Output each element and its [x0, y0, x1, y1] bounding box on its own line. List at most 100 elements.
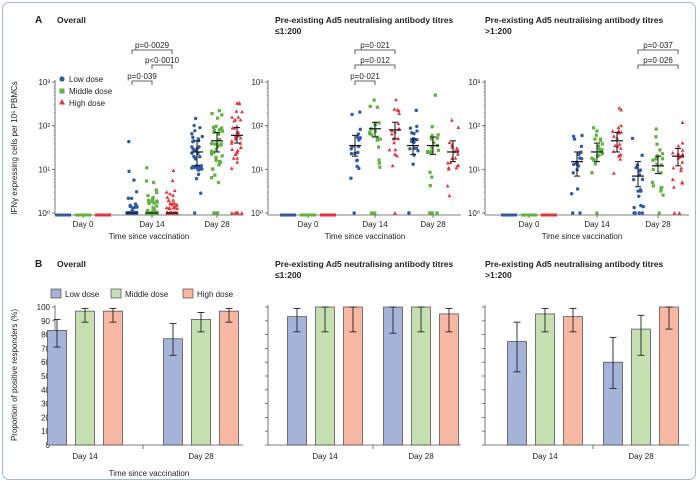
panel-a-le200-point-middle — [430, 175, 434, 179]
panel-a-gt200-point-low — [631, 177, 636, 182]
panel-a-overall-point-high — [240, 109, 244, 114]
panel-a-gt200-point-middle — [593, 162, 598, 166]
panel-a-le200-point-low — [358, 110, 362, 114]
panel-a-le200-point-high — [445, 183, 450, 188]
panel-a-le200-x-label: Time since vaccination — [325, 232, 406, 241]
legend-low-dose-marker — [59, 76, 65, 82]
panel-a-le200-ytick-label: 10⁰ — [251, 209, 263, 218]
panel-a-overall-point-high — [229, 139, 234, 143]
panel-a-gt200-point-low — [572, 162, 576, 167]
panel-a-le200-point-low — [407, 211, 411, 215]
panel-a-gt200-point-high — [680, 120, 685, 124]
panel-a-le200-point-middle — [429, 149, 434, 153]
panel-a-le200-point-high — [387, 147, 392, 152]
panel-a-le200-point-low — [350, 112, 354, 117]
panel-a-overall-point-middle — [151, 196, 155, 200]
panel-a-gt200-ytick-label: 10⁰ — [468, 209, 480, 218]
panel-a-le200-point-high — [394, 97, 398, 102]
panel-a-le200-point-middle — [432, 141, 436, 145]
panel-a-overall-point-middle — [213, 142, 217, 146]
title-b-gt200-line1: Pre-existing Ad5 neutralising antibody t… — [485, 259, 663, 269]
panel-a-overall-point-low — [193, 157, 198, 161]
panel-a-gt200-point-low — [640, 153, 644, 158]
panel-a-le200-point-high — [456, 152, 460, 156]
panel-a-le200-p2-bracket — [354, 64, 396, 69]
panel-b-ytick-label: 20 — [41, 413, 50, 422]
panel-a-le200-point-high — [395, 153, 399, 158]
panel-b-ytick-label: 10 — [41, 427, 50, 436]
panel-a-overall-point-low — [196, 172, 201, 177]
panel-b-ytick-label: 70 — [41, 344, 50, 353]
panel-a-overall-point-middle — [217, 132, 221, 136]
panel-a-overall-point-middle — [210, 142, 214, 146]
panel-a-le200-point-middle — [378, 137, 382, 141]
title-a-overall: Overall — [57, 15, 86, 25]
panel-a-overall-point-middle — [146, 198, 151, 203]
panel-a-overall-point-middle — [220, 129, 225, 133]
panel-a-overall-point-high — [164, 205, 169, 210]
panel-a-overall-point-middle — [217, 163, 221, 167]
panel-a-overall-ytick-label: 10⁰ — [38, 209, 50, 218]
panel-a-le200-point-low — [352, 211, 356, 215]
panel-a-overall-point-low — [135, 205, 139, 209]
panel-a-overall-point-high — [230, 211, 234, 215]
panel-a-le200-point-low — [411, 162, 415, 166]
panel-a-overall-point-high — [238, 117, 243, 122]
panel-a-overall-point-high — [235, 150, 239, 155]
panel-a-gt200-point-high — [618, 146, 623, 150]
panel-b-overall-plot: 0 10 20 30 40 50 60 70 80 90 100 Day 14 Day 28 — [37, 303, 243, 461]
panel-a-overall-point-low — [128, 203, 132, 208]
panel-a-overall-point-middle — [209, 152, 214, 156]
figure-frame: A B Overall Pre-existing Ad5 neutralisin… — [2, 2, 696, 480]
panel-a-gt200-point-middle — [597, 153, 601, 157]
legend-middle-dose-marker — [59, 88, 65, 94]
panel-a-overall-point-middle — [154, 188, 158, 192]
panel-a-gt200-point-high — [671, 165, 676, 170]
panel-b-le200-xtick-label: Day 28 — [408, 452, 434, 461]
panel-a-overall-point-low — [190, 166, 194, 170]
panel-a-le200-xtick-label: Day 0 — [298, 220, 319, 229]
panel-a-gt200-point-high — [672, 211, 677, 215]
panel-a-le200-point-low — [415, 137, 419, 142]
panel-a-overall-point-middle — [155, 190, 159, 195]
panel-a-gt200-point-high — [679, 166, 684, 170]
panel-a-gt200-point-high — [670, 177, 675, 181]
panel-a-overall-point-low — [127, 169, 131, 174]
panel-a-gt200-point-low — [638, 168, 643, 172]
panel-a-overall-point-high — [235, 148, 240, 153]
panel-a-gt200-point-middle — [659, 189, 663, 193]
panel-a-gt200-point-middle — [598, 138, 603, 142]
panel-a-y-axis-label: IFNγ expressing cells per 10⁵ PBMCs — [10, 81, 19, 215]
panel-a-overall-point-middle — [147, 201, 151, 206]
panel-a-overall-point-high — [239, 211, 244, 215]
panel-a-gt200-point-middle — [594, 133, 598, 137]
panel-a-gt200-point-low — [637, 211, 641, 215]
panel-a-overall-point-high — [175, 206, 180, 211]
panel-a-le200-point-high — [393, 147, 398, 152]
panel-a-gt200-point-middle — [595, 129, 599, 133]
panel-a-le200-point-low — [356, 150, 360, 155]
panel-a-le200-point-high — [396, 108, 401, 113]
panel-a-overall-point-high — [230, 147, 235, 152]
panel-a-gt200-point-high — [680, 152, 685, 156]
panel-a-overall-point-middle — [152, 207, 156, 211]
panel-b-le200-bar — [439, 313, 459, 446]
panel-a-overall-point-middle — [214, 158, 218, 162]
panel-b-overall-bar — [75, 310, 95, 446]
panel-a-le200-point-low — [414, 108, 418, 113]
panel-a-gt200-p1-bracket — [637, 49, 679, 54]
panel-a-overall-point-middle — [145, 179, 149, 183]
panel-b-ytick-label: 80 — [41, 331, 50, 340]
panel-a-overall-point-high — [172, 201, 177, 205]
panel-b-gt200-plot: Day 14 Day 28 — [482, 305, 689, 461]
panel-a-le200-point-middle — [377, 145, 381, 149]
panel-b-legend: Low dose Middle dose High dose — [50, 288, 234, 299]
panel-a-overall-point-middle — [220, 154, 224, 158]
panel-a-overall-point-middle — [217, 128, 222, 132]
panel-a-overall-point-low — [193, 129, 197, 133]
panel-a-overall-point-middle — [210, 149, 214, 153]
panel-b-ytick-label: 30 — [41, 400, 50, 409]
panel-a-overall-point-low — [194, 176, 199, 181]
panel-a-le200-p1-bracket — [354, 49, 396, 54]
panel-a-gt200-point-high — [617, 142, 622, 146]
